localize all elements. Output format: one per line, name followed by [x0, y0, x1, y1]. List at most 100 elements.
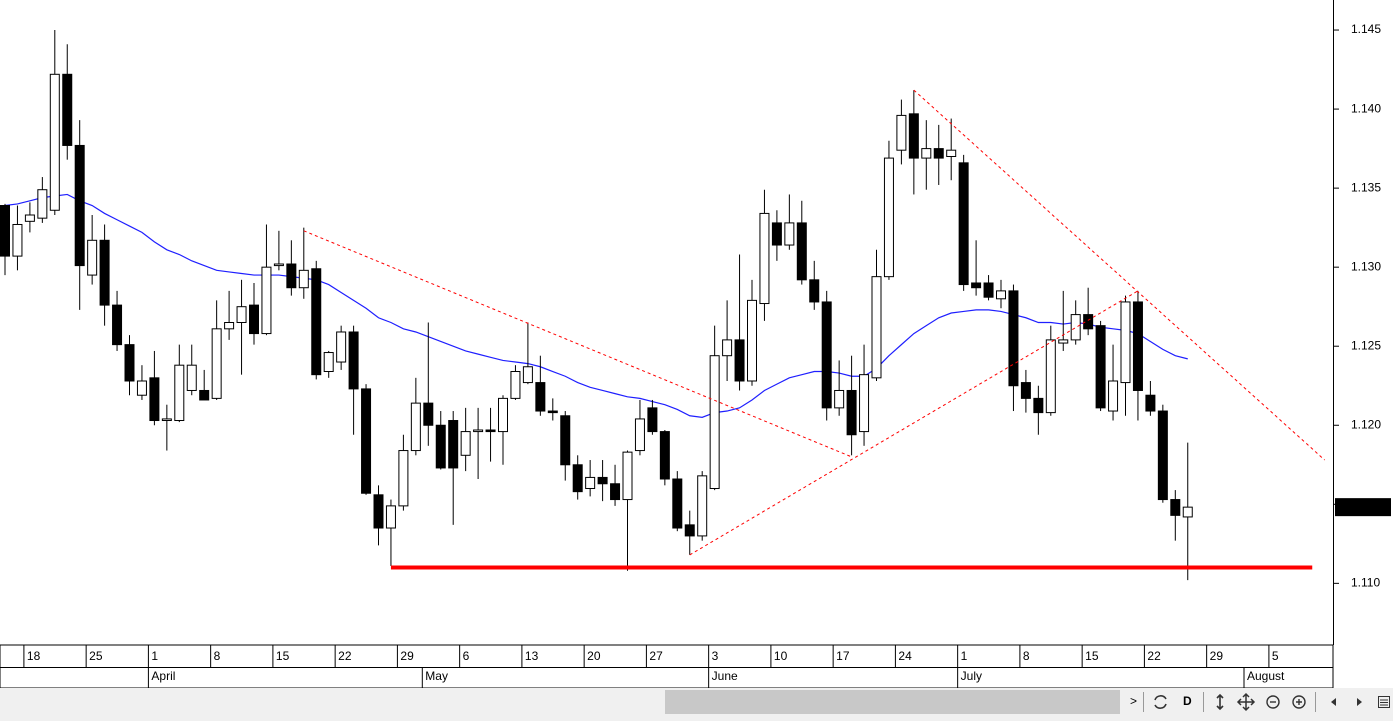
candle-body: [796, 222, 807, 281]
month-label: August: [1247, 669, 1285, 683]
candle-body: [834, 389, 845, 409]
x-tick-label: 29: [1210, 649, 1224, 663]
candle-body: [1145, 394, 1156, 412]
y-tick-label: 1.135: [1351, 180, 1381, 194]
vertical-zoom-icon[interactable]: [1216, 693, 1224, 711]
x-tick-label: 20: [587, 649, 601, 663]
candle-body: [1108, 380, 1119, 412]
x-tick-label: 15: [1085, 649, 1099, 663]
scroll-right-button[interactable]: [1357, 698, 1362, 706]
candle-body: [1083, 314, 1094, 330]
period-button[interactable]: D: [1183, 694, 1192, 708]
candle-body: [684, 524, 695, 537]
x-tick-label: 22: [338, 649, 352, 663]
candle-body: [236, 306, 247, 323]
candle-body: [87, 239, 98, 276]
expand-button[interactable]: >: [1130, 694, 1137, 708]
candle-body: [298, 269, 309, 289]
candle-body: [759, 212, 770, 305]
candle-body: [846, 389, 857, 436]
candle-body: [722, 339, 733, 357]
candle-body: [99, 239, 110, 306]
candle-body: [49, 73, 60, 211]
month-label: July: [961, 669, 982, 683]
candle-body: [560, 415, 571, 466]
x-tick-label: 1: [151, 649, 158, 663]
candle-body: [448, 420, 459, 469]
zoom-out-icon[interactable]: [1266, 695, 1280, 709]
month-label: June: [712, 669, 738, 683]
candle-body: [1008, 290, 1019, 387]
candle-body: [1157, 410, 1168, 501]
candle-body: [983, 282, 994, 298]
candle-body: [859, 374, 870, 433]
candle-body: [659, 431, 670, 480]
candle-body: [1020, 382, 1031, 399]
trend-line: [303, 230, 852, 458]
x-tick-label: 1: [961, 649, 968, 663]
scrollbar[interactable]: [665, 690, 1120, 714]
candle-body: [385, 505, 396, 529]
candle-body: [199, 389, 210, 401]
menu-lines: [1380, 699, 1388, 706]
zoom-in-icon[interactable]: [1292, 695, 1306, 709]
candle-body: [1095, 325, 1106, 409]
x-tick-label: 15: [276, 649, 290, 663]
x-tick-label: 13: [525, 649, 539, 663]
candle-body: [1170, 499, 1181, 516]
candle-body: [498, 397, 508, 433]
candle-body: [348, 331, 359, 390]
x-tick-label: 25: [89, 649, 103, 663]
candle-body: [136, 380, 147, 396]
candle-body: [1033, 397, 1044, 414]
scroll-left-button[interactable]: [1331, 698, 1336, 706]
plot-area: [0, 30, 1326, 581]
candle-body: [535, 382, 546, 412]
candle-body: [361, 388, 372, 494]
candle-body: [149, 377, 160, 422]
candle-body: [249, 304, 259, 335]
candle-body: [473, 429, 484, 433]
candle-body: [572, 464, 583, 493]
candle-body: [585, 476, 596, 489]
candle-body: [821, 301, 832, 409]
candle-body: [161, 418, 172, 422]
last-price-label: 1.11482: [1339, 499, 1382, 513]
candle-body: [460, 431, 471, 456]
candle-body: [1182, 506, 1193, 518]
zoom-in-glyph: [1292, 695, 1306, 709]
candle-body: [398, 450, 409, 507]
trend-line: [689, 290, 1139, 556]
candle-body: [311, 268, 322, 376]
candle-body: [1058, 339, 1069, 344]
y-tick-label: 1.120: [1351, 417, 1381, 431]
x-tick-label: 18: [27, 649, 41, 663]
candle-body: [883, 157, 894, 278]
candle-body: [522, 366, 533, 384]
candle-body: [771, 222, 782, 246]
candle-body: [37, 189, 48, 219]
moving-average-line: [4, 193, 1188, 418]
x-tick-label: 27: [649, 649, 663, 663]
candle-body: [485, 429, 496, 433]
candle-body: [224, 322, 235, 330]
candle-body: [971, 282, 982, 289]
candle-body: [62, 73, 73, 146]
candle-body: [697, 475, 708, 537]
refresh-glyph: [1154, 695, 1167, 709]
candle-body: [996, 290, 1006, 300]
candle-body: [211, 328, 222, 399]
candle-body: [871, 276, 882, 379]
x-tick-label: 8: [214, 649, 221, 663]
menu-icon[interactable]: [1378, 696, 1390, 708]
zoom-out-glyph: [1266, 695, 1280, 709]
y-tick-label: 1.110: [1351, 576, 1380, 590]
refresh-icon[interactable]: [1154, 695, 1167, 709]
pan-icon[interactable]: [1236, 692, 1256, 712]
x-tick-label: 10: [774, 649, 788, 663]
month-label: April: [151, 669, 175, 683]
candle-body: [74, 144, 85, 267]
candle-body: [423, 402, 434, 426]
candle-body: [709, 355, 720, 489]
